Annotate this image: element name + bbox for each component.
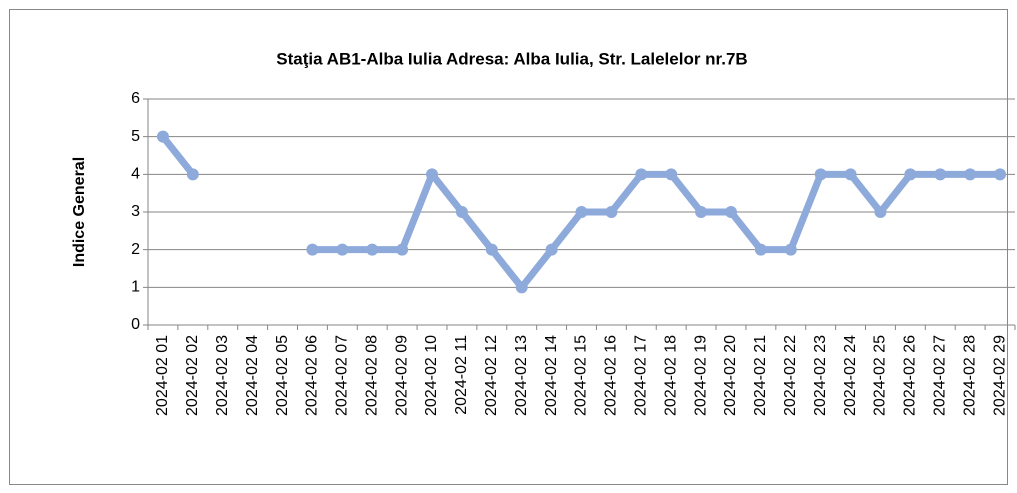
x-tick-label: 2024-02 07 — [334, 335, 351, 416]
point — [994, 168, 1007, 181]
y-tick-label: 1 — [131, 279, 140, 296]
point — [545, 243, 558, 256]
x-tick-label: 2024-02 27 — [931, 335, 948, 416]
point — [665, 168, 678, 181]
point — [336, 243, 349, 256]
x-tick-label: 2024-02 17 — [633, 335, 650, 416]
y-tick-label: 4 — [131, 166, 140, 183]
point — [844, 168, 857, 181]
point — [485, 243, 498, 256]
x-tick-label: 2024-02 06 — [304, 335, 321, 416]
x-tick-label: 2024-02 21 — [752, 335, 769, 416]
x-tick-label: 2024-02 19 — [692, 335, 709, 416]
point — [635, 168, 648, 181]
x-tick-label: 2024-02 18 — [662, 335, 679, 416]
point — [396, 243, 409, 256]
point — [964, 168, 977, 181]
point — [754, 243, 767, 256]
y-tick-label: 3 — [131, 203, 140, 220]
point — [784, 243, 797, 256]
series-line — [160, 134, 1001, 291]
x-tick-label: 2024-02 08 — [363, 335, 380, 416]
y-tick-label: 6 — [131, 90, 140, 107]
x-tick-label: 2024-02 10 — [423, 335, 440, 416]
y-tick-label: 2 — [131, 241, 140, 258]
x-tick-label: 2024-02 12 — [483, 335, 500, 416]
x-tick-label: 2024-02 13 — [513, 335, 530, 416]
point — [695, 206, 708, 218]
x-tick-label: 2024-02 15 — [573, 335, 590, 416]
x-tick-label: 2024-02 04 — [244, 335, 261, 416]
point — [306, 243, 319, 256]
chart-frame — [9, 9, 1008, 485]
x-tick-label: 2024-02 20 — [722, 335, 739, 416]
x-tick-label: 2024-02 26 — [902, 335, 919, 416]
x-tick-label: 2024-02 24 — [842, 335, 859, 416]
point — [874, 206, 887, 218]
x-tick-label: 2024-02 23 — [812, 335, 829, 416]
point — [575, 206, 588, 218]
y-tick-label: 5 — [131, 128, 140, 145]
point — [186, 168, 199, 181]
x-tick-label: 2024-02 16 — [603, 335, 620, 416]
point — [455, 206, 468, 218]
point — [156, 130, 169, 143]
point — [724, 206, 737, 218]
point — [934, 168, 947, 181]
y-tick-label: 0 — [131, 316, 140, 333]
point — [426, 168, 439, 181]
point — [605, 206, 618, 218]
x-tick-label: 2024-02 11 — [453, 335, 470, 415]
x-tick-label: 2024-02 25 — [872, 335, 889, 416]
point — [366, 243, 379, 256]
chart-title: Staţia AB1-Alba Iulia Adresa: Alba Iulia… — [276, 49, 747, 68]
x-tick-label: 2024-02 05 — [274, 335, 291, 416]
y-axis-label: Indice General — [71, 157, 88, 267]
x-tick-label: 2024-02 09 — [393, 335, 410, 416]
x-tick-label: 2024-02 22 — [782, 335, 799, 416]
x-tick-label: 2024-02 28 — [961, 335, 978, 416]
point — [814, 168, 827, 181]
x-tick-label: 2024-02 29 — [991, 335, 1008, 416]
point — [515, 281, 528, 294]
x-tick-label: 2024-02 03 — [214, 335, 231, 416]
x-tick-label: 2024-02 01 — [154, 335, 171, 416]
x-tick-label: 2024-02 02 — [184, 335, 201, 416]
x-tick-label: 2024-02 14 — [543, 335, 560, 416]
point — [904, 168, 917, 181]
